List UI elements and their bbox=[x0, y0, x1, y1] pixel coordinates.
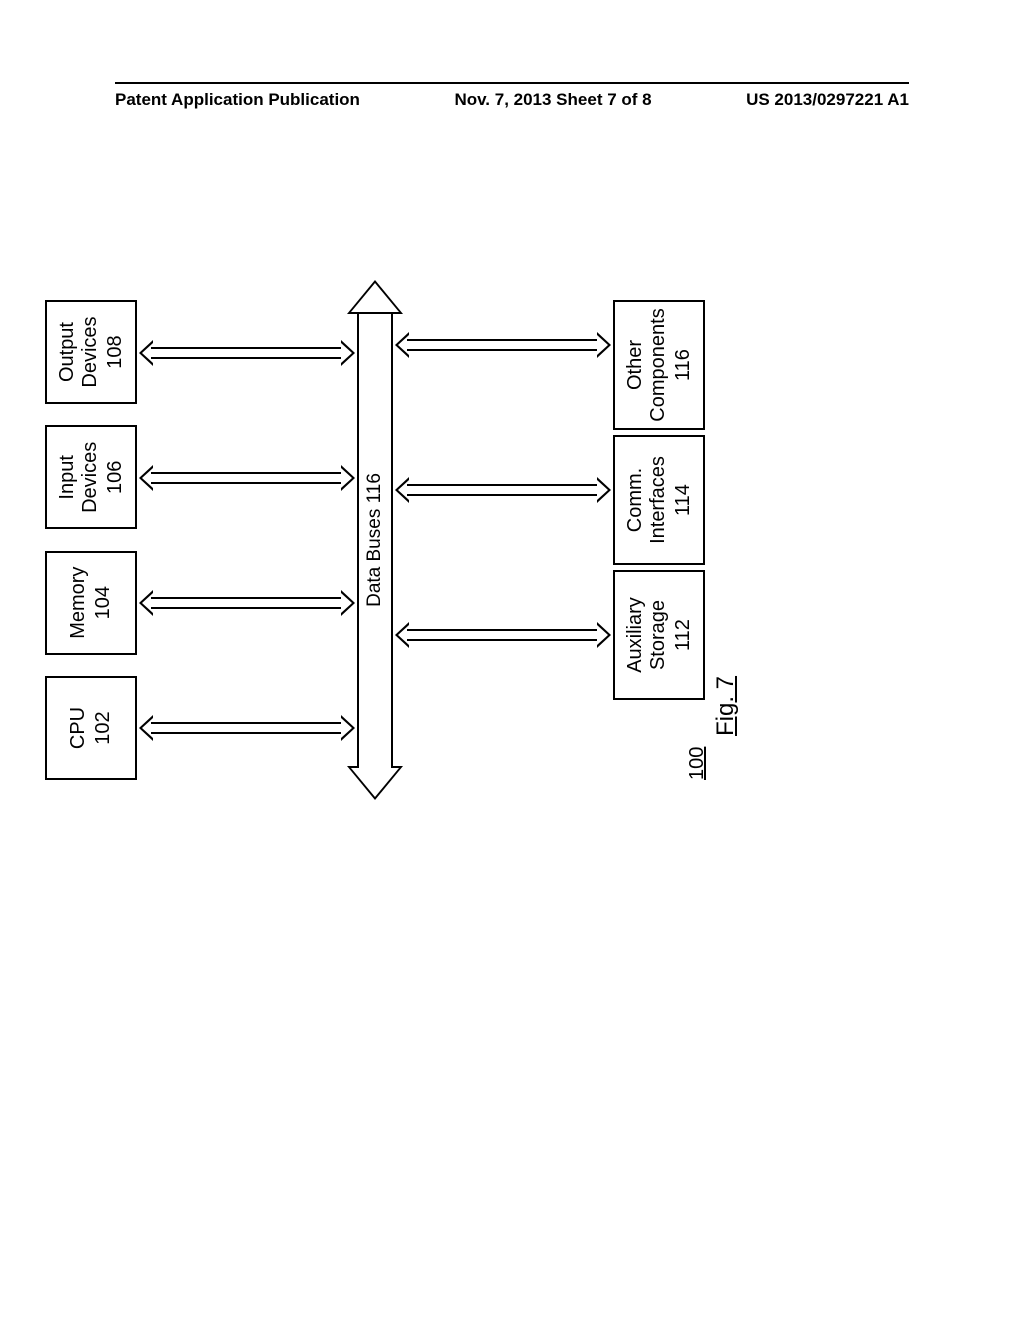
node-ref: 114 bbox=[672, 484, 695, 516]
header-right: US 2013/0297221 A1 bbox=[746, 90, 909, 110]
connector-icon bbox=[139, 344, 355, 362]
bus-arrow-left-icon bbox=[347, 766, 403, 800]
node-label: Input Devices bbox=[56, 433, 102, 521]
node-memory: Memory 104 bbox=[45, 551, 137, 655]
node-comm-interfaces: Comm. Interfaces 114 bbox=[613, 435, 705, 565]
node-other-components: Other Components 116 bbox=[613, 300, 705, 430]
connector-icon bbox=[395, 481, 611, 499]
node-label: Memory bbox=[67, 567, 90, 639]
connector-icon bbox=[139, 469, 355, 487]
node-label: Output Devices bbox=[56, 308, 102, 396]
node-ref: 116 bbox=[672, 349, 695, 381]
header-left: Patent Application Publication bbox=[115, 90, 360, 110]
bus-arrow-right-icon bbox=[347, 280, 403, 314]
connector-icon bbox=[395, 626, 611, 644]
page: Patent Application Publication Nov. 7, 2… bbox=[0, 0, 1024, 1320]
bus-label: Data Buses 116 bbox=[364, 473, 386, 607]
node-label: Other Components bbox=[624, 308, 670, 422]
node-ref: 102 bbox=[92, 711, 115, 744]
node-aux-storage: Auxiliary Storage 112 bbox=[613, 570, 705, 700]
node-label: Comm. Interfaces bbox=[624, 443, 670, 557]
block-diagram: CPU 102 Memory 104 Input Devices 106 Out… bbox=[45, 300, 705, 780]
node-label: Auxiliary Storage bbox=[624, 578, 670, 692]
node-label: CPU bbox=[67, 707, 90, 749]
system-ref-number: 100 bbox=[686, 747, 709, 780]
bottom-row: Auxiliary Storage 112 Comm. Interfaces 1… bbox=[613, 300, 705, 700]
bus-body: Data Buses 116 bbox=[357, 312, 393, 768]
node-output-devices: Output Devices 108 bbox=[45, 300, 137, 404]
node-ref: 104 bbox=[92, 586, 115, 619]
connector-icon bbox=[395, 336, 611, 354]
node-ref: 112 bbox=[672, 619, 695, 651]
node-ref: 108 bbox=[104, 335, 127, 368]
node-ref: 106 bbox=[104, 461, 127, 494]
data-bus: Data Buses 116 bbox=[357, 280, 393, 800]
connector-icon bbox=[139, 594, 355, 612]
node-input-devices: Input Devices 106 bbox=[45, 425, 137, 529]
header-center: Nov. 7, 2013 Sheet 7 of 8 bbox=[454, 90, 651, 110]
node-cpu: CPU 102 bbox=[45, 676, 137, 780]
top-row: CPU 102 Memory 104 Input Devices 106 Out… bbox=[45, 300, 137, 780]
figure-label: Fig. 7 bbox=[712, 676, 740, 736]
connector-icon bbox=[139, 719, 355, 737]
page-header: Patent Application Publication Nov. 7, 2… bbox=[115, 82, 909, 110]
